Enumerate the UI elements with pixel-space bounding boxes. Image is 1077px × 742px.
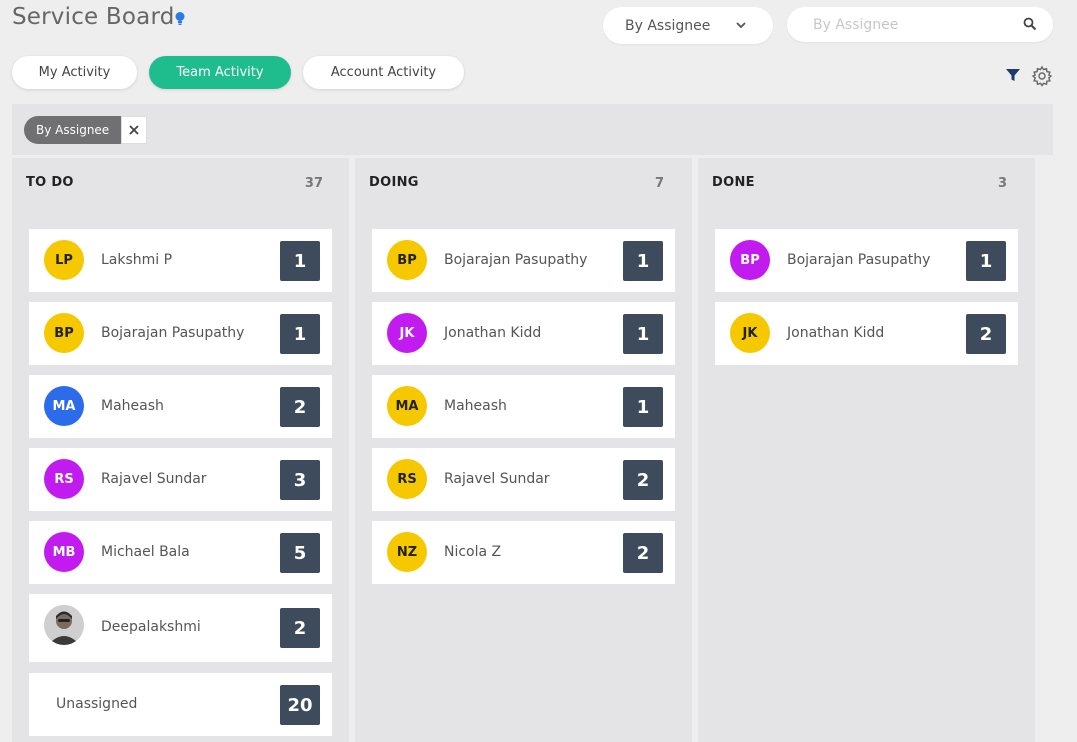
task-count-badge: 2 <box>966 314 1006 354</box>
filter-icon[interactable] <box>1005 67 1021 83</box>
task-count-badge: 1 <box>623 387 663 427</box>
assignee-name: Bojarajan Pasupathy <box>101 325 245 341</box>
avatar-photo <box>44 605 84 645</box>
avatar: RS <box>387 459 427 499</box>
filter-chip-label: By Assignee <box>24 116 122 144</box>
assignee-name: Bojarajan Pasupathy <box>444 252 588 268</box>
assignee-card[interactable]: NZ Nicola Z 2 <box>372 521 675 584</box>
task-count-badge: 20 <box>280 685 320 725</box>
avatar: NZ <box>387 532 427 572</box>
assignee-name: Nicola Z <box>444 544 502 560</box>
assignee-name: Bojarajan Pasupathy <box>787 252 931 268</box>
avatar: MB <box>44 532 84 572</box>
search-placeholder: By Assignee <box>813 16 899 33</box>
column-title: TO DO <box>26 175 74 190</box>
group-by-value: By Assignee <box>625 17 711 34</box>
assignee-name: Lakshmi P <box>101 252 173 268</box>
column-count: 37 <box>304 176 323 191</box>
assignee-card[interactable]: JK Jonathan Kidd 1 <box>372 302 675 365</box>
assignee-name: Rajavel Sundar <box>444 471 550 487</box>
assignee-card[interactable]: RS Rajavel Sundar 3 <box>29 448 332 511</box>
assignee-card[interactable]: BP Bojarajan Pasupathy 1 <box>715 229 1018 292</box>
tab-account-activity[interactable]: Account Activity <box>303 56 464 89</box>
column-count: 3 <box>997 176 1007 191</box>
assignee-name: Unassigned <box>56 696 138 712</box>
task-count-badge: 1 <box>623 314 663 354</box>
gear-icon[interactable] <box>1031 65 1053 87</box>
task-count-badge: 3 <box>280 460 320 500</box>
assignee-name: Rajavel Sundar <box>101 471 207 487</box>
close-icon[interactable] <box>121 116 148 144</box>
avatar: LP <box>44 240 84 280</box>
task-count-badge: 2 <box>623 533 663 573</box>
task-count-badge: 1 <box>280 241 320 281</box>
avatar: JK <box>387 313 427 353</box>
task-count-badge: 2 <box>280 608 320 648</box>
column-count: 7 <box>654 176 664 191</box>
search-input[interactable]: By Assignee <box>787 7 1053 42</box>
column-done: DONE 3 BP Bojarajan Pasupathy 1 JK Jonat… <box>698 158 1035 742</box>
assignee-card[interactable]: BP Bojarajan Pasupathy 1 <box>29 302 332 365</box>
assignee-card[interactable]: MA Maheash 2 <box>29 375 332 438</box>
assignee-name: Michael Bala <box>101 544 190 560</box>
assignee-card[interactable]: LP Lakshmi P 1 <box>29 229 332 292</box>
assignee-card[interactable]: Deepalakshmi 2 <box>29 594 332 662</box>
assignee-card[interactable]: MB Michael Bala 5 <box>29 521 332 584</box>
assignee-name: Maheash <box>101 398 164 414</box>
column-todo: TO DO 37 LP Lakshmi P 1 BP Bojarajan Pas… <box>12 158 349 742</box>
tab-team-activity[interactable]: Team Activity <box>149 56 291 89</box>
tab-label: My Activity <box>38 65 111 80</box>
task-count-badge: 1 <box>280 314 320 354</box>
task-count-badge: 2 <box>280 387 320 427</box>
assignee-card[interactable]: BP Bojarajan Pasupathy 1 <box>372 229 675 292</box>
page-title: Service Board <box>12 4 175 30</box>
lightbulb-icon[interactable] <box>174 11 186 27</box>
assignee-name: Jonathan Kidd <box>444 325 542 341</box>
assignee-name: Deepalakshmi <box>101 619 201 635</box>
assignee-card[interactable]: MA Maheash 1 <box>372 375 675 438</box>
filter-chip: By Assignee <box>24 116 148 144</box>
assignee-card[interactable]: Unassigned 20 <box>29 673 332 736</box>
avatar: BP <box>730 240 770 280</box>
avatar: RS <box>44 459 84 499</box>
task-count-badge: 2 <box>623 460 663 500</box>
assignee-name: Jonathan Kidd <box>787 325 885 341</box>
avatar: MA <box>44 386 84 426</box>
avatar: MA <box>387 386 427 426</box>
group-by-select[interactable]: By Assignee <box>603 7 773 44</box>
avatar: JK <box>730 313 770 353</box>
task-count-badge: 1 <box>623 241 663 281</box>
assignee-card[interactable]: JK Jonathan Kidd 2 <box>715 302 1018 365</box>
tab-my-activity[interactable]: My Activity <box>12 56 137 89</box>
chevron-down-icon <box>736 22 746 29</box>
assignee-card[interactable]: RS Rajavel Sundar 2 <box>372 448 675 511</box>
column-title: DONE <box>712 175 755 190</box>
task-count-badge: 5 <box>280 533 320 573</box>
tab-label: Team Activity <box>176 65 264 80</box>
task-count-badge: 1 <box>966 241 1006 281</box>
column-title: DOING <box>369 175 419 190</box>
search-icon[interactable] <box>1023 17 1037 31</box>
column-doing: DOING 7 BP Bojarajan Pasupathy 1 JK Jona… <box>355 158 692 742</box>
avatar: BP <box>387 240 427 280</box>
assignee-name: Maheash <box>444 398 507 414</box>
tab-label: Account Activity <box>330 65 437 80</box>
avatar: BP <box>44 313 84 353</box>
active-filters-bar: By Assignee <box>12 104 1053 155</box>
